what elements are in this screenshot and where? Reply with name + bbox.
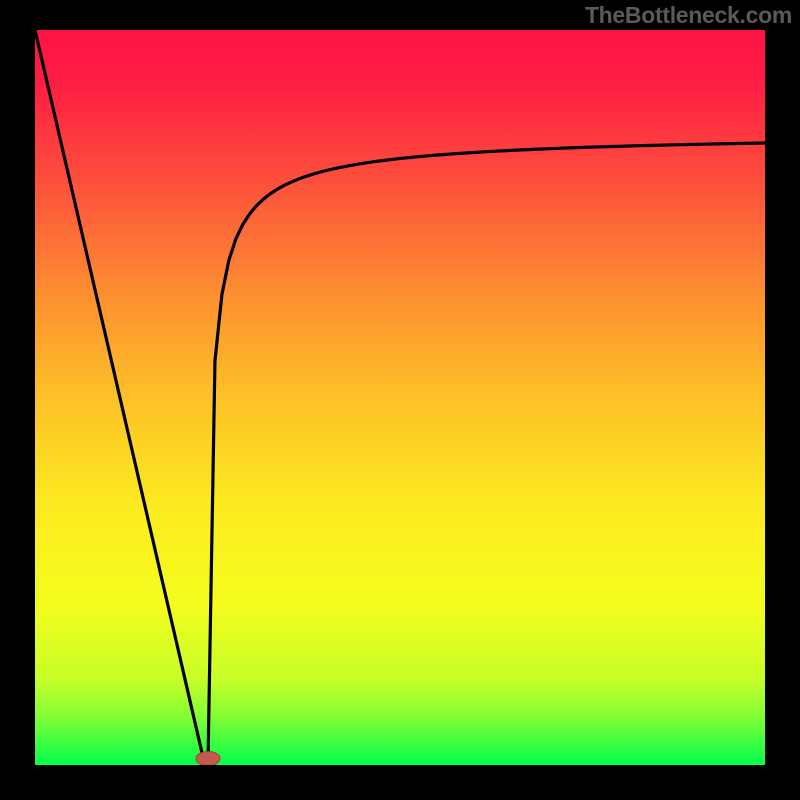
- plot-background: [35, 30, 765, 765]
- watermark-label: TheBottleneck.com: [585, 2, 792, 29]
- bottleneck-chart: TheBottleneck.com: [0, 0, 800, 800]
- chart-svg: [0, 0, 800, 800]
- bottleneck-marker: [196, 751, 220, 766]
